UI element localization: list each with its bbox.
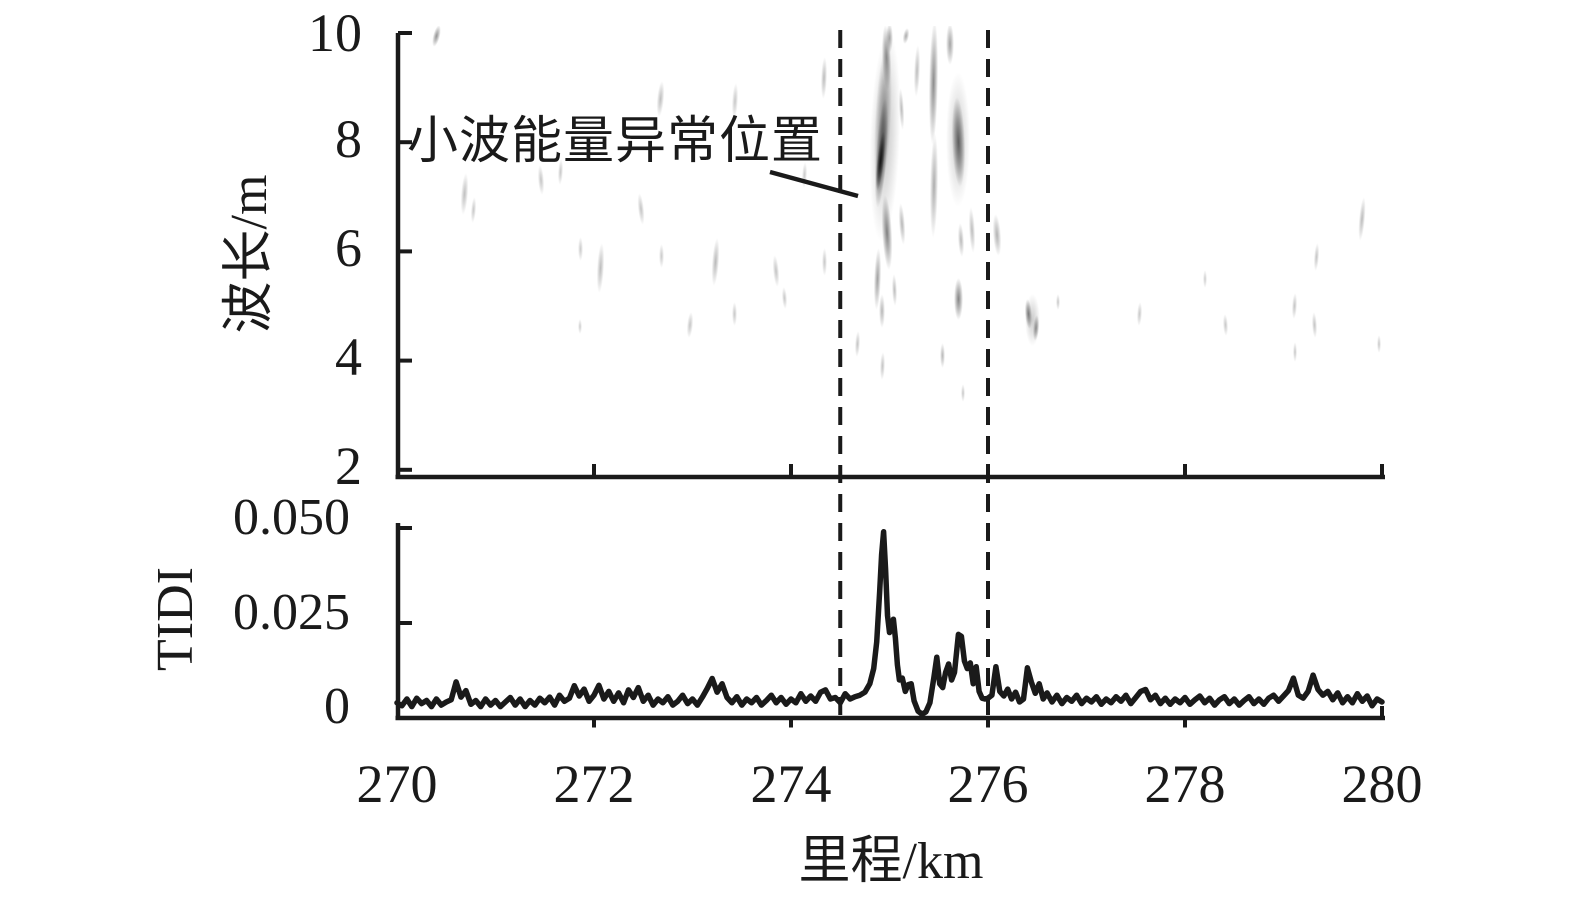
annotation-leader-line bbox=[769, 169, 859, 199]
xtick-280: 280 bbox=[1341, 754, 1423, 814]
scalogram-energy-blob bbox=[886, 26, 893, 54]
scalogram-energy-blob bbox=[878, 294, 885, 329]
top-ytick-6: 6 bbox=[335, 218, 362, 278]
scalogram-energy-blob bbox=[577, 236, 583, 261]
xtick-278: 278 bbox=[1144, 754, 1226, 814]
scalogram-energy-blob bbox=[578, 319, 583, 335]
scalogram-energy-blob bbox=[659, 243, 665, 268]
xtick-270: 270 bbox=[356, 754, 438, 814]
scalogram-blob-layer bbox=[398, 26, 1385, 478]
xtick-274: 274 bbox=[750, 754, 832, 814]
scalogram-energy-blob bbox=[940, 342, 946, 368]
scalogram-energy-blob bbox=[1055, 293, 1060, 310]
tidi-trace bbox=[394, 529, 1385, 717]
x-axis-title: 里程/km bbox=[798, 833, 984, 890]
scalogram-energy-blob bbox=[1202, 269, 1207, 288]
anomaly-annotation-label: 小波能量异常位置 bbox=[407, 114, 824, 170]
bottom-ytick-0: 0 bbox=[324, 678, 350, 735]
top-ytick-8: 8 bbox=[335, 109, 362, 169]
scalogram-energy-blob bbox=[732, 302, 738, 327]
scalogram-energy-blob bbox=[821, 248, 827, 277]
scalogram-energy-blob bbox=[945, 26, 954, 65]
xtick-276: 276 bbox=[947, 754, 1029, 814]
top-ytick-4: 4 bbox=[335, 327, 362, 387]
xtick-272: 272 bbox=[553, 754, 635, 814]
top-ytick-10: 10 bbox=[308, 3, 362, 63]
top-ytick-2: 2 bbox=[335, 436, 362, 496]
scalogram-energy-blob bbox=[961, 384, 966, 403]
scalogram-energy-blob bbox=[953, 278, 963, 321]
bottom-ytick-0025: 0.025 bbox=[233, 584, 350, 641]
scalogram-energy-blob bbox=[1293, 342, 1298, 363]
scalogram-energy-blob bbox=[1377, 335, 1382, 354]
bottom-ytick-0050: 0.050 bbox=[233, 489, 350, 546]
